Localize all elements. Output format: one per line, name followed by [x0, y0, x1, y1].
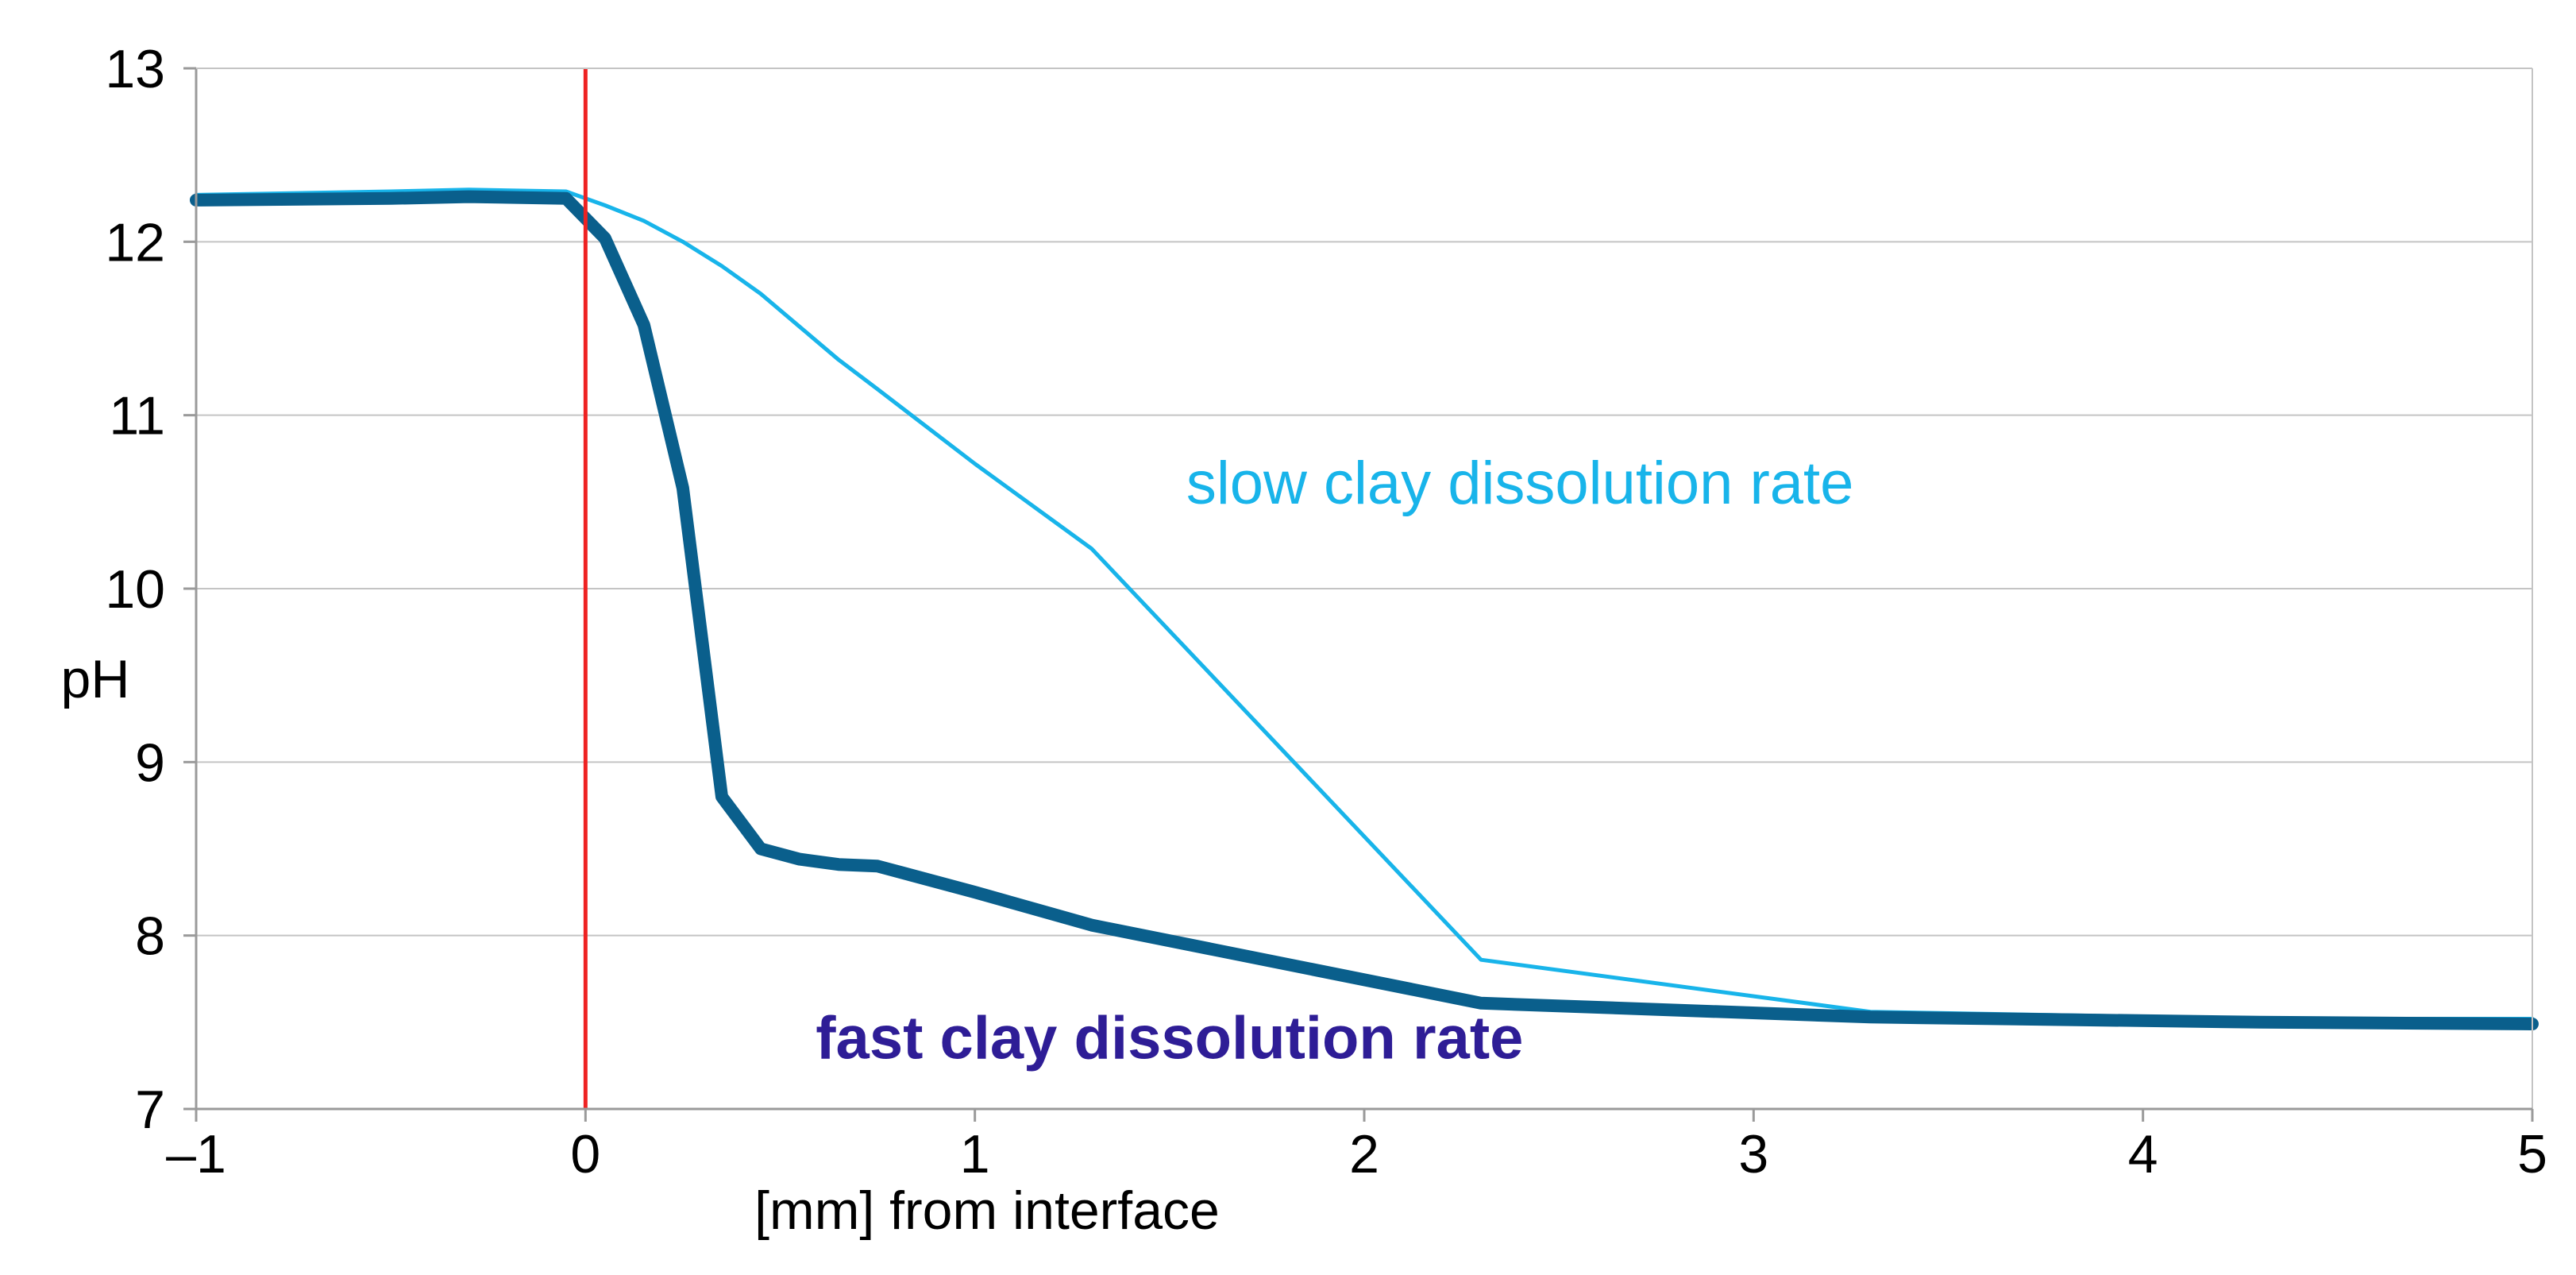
fast-rate-annotation: fast clay dissolution rate: [816, 1005, 1523, 1072]
x-tick-label: 3: [1738, 1124, 1768, 1184]
y-tick-label: 7: [135, 1080, 165, 1140]
x-axis-label: [mm] from interface: [754, 1180, 1220, 1241]
y-tick-label: 12: [105, 212, 165, 272]
slow-rate-annotation: slow clay dissolution rate: [1186, 450, 1854, 517]
y-tick-label: 13: [105, 39, 165, 99]
fast-dissolution-line: [190, 190, 2539, 1030]
annotation-layer: slow clay dissolution rate fast clay diss…: [816, 450, 1853, 1072]
x-tick-label: 0: [570, 1124, 600, 1184]
x-tick-label: 5: [2517, 1124, 2547, 1184]
series-layer: [190, 187, 2539, 1030]
x-tick-label: –1: [166, 1124, 226, 1184]
y-tick-label: 11: [109, 386, 165, 446]
y-axis-label: pH: [61, 649, 130, 709]
y-tick-label: 8: [135, 906, 165, 967]
grid-layer: [196, 68, 2532, 1110]
x-tick-label: 1: [960, 1124, 990, 1184]
slow-dissolution-line: [194, 187, 2535, 1021]
x-tick-label: 4: [2128, 1124, 2158, 1184]
y-tick-label: 10: [105, 559, 165, 620]
y-tick-label: 9: [135, 732, 165, 793]
x-tick-label: 2: [1349, 1124, 1379, 1184]
